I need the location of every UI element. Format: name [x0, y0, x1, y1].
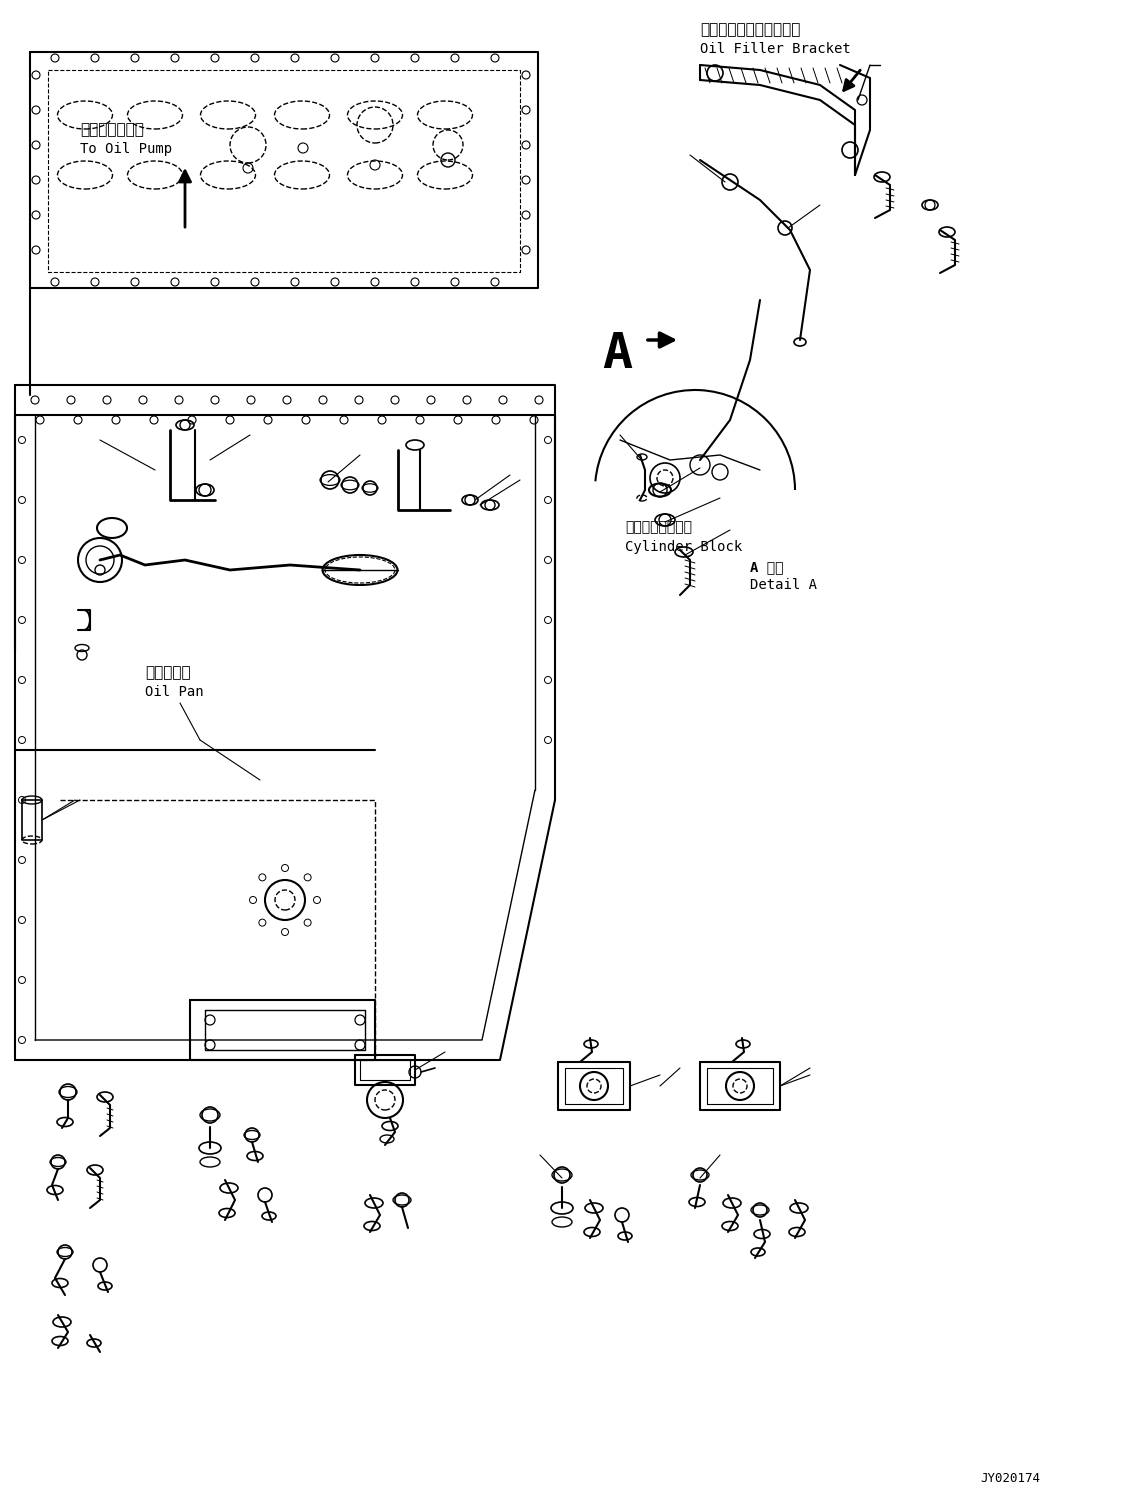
Text: Oil Pan: Oil Pan: [145, 684, 204, 699]
Text: A: A: [602, 330, 632, 379]
Text: オイルフィラブラケット: オイルフィラブラケット: [700, 22, 800, 37]
Text: A 詳細: A 詳細: [750, 561, 783, 574]
Text: To Oil Pump: To Oil Pump: [80, 142, 172, 157]
Text: Detail A: Detail A: [750, 579, 818, 592]
Text: オイルポンプへ: オイルポンプへ: [80, 122, 144, 137]
Text: Cylinder Block: Cylinder Block: [625, 540, 742, 555]
Text: オイルパン: オイルパン: [145, 665, 190, 680]
Text: シリンダブロック: シリンダブロック: [625, 520, 692, 534]
Text: Oil Filler Bracket: Oil Filler Bracket: [700, 42, 851, 57]
Text: JY020174: JY020174: [980, 1472, 1040, 1485]
